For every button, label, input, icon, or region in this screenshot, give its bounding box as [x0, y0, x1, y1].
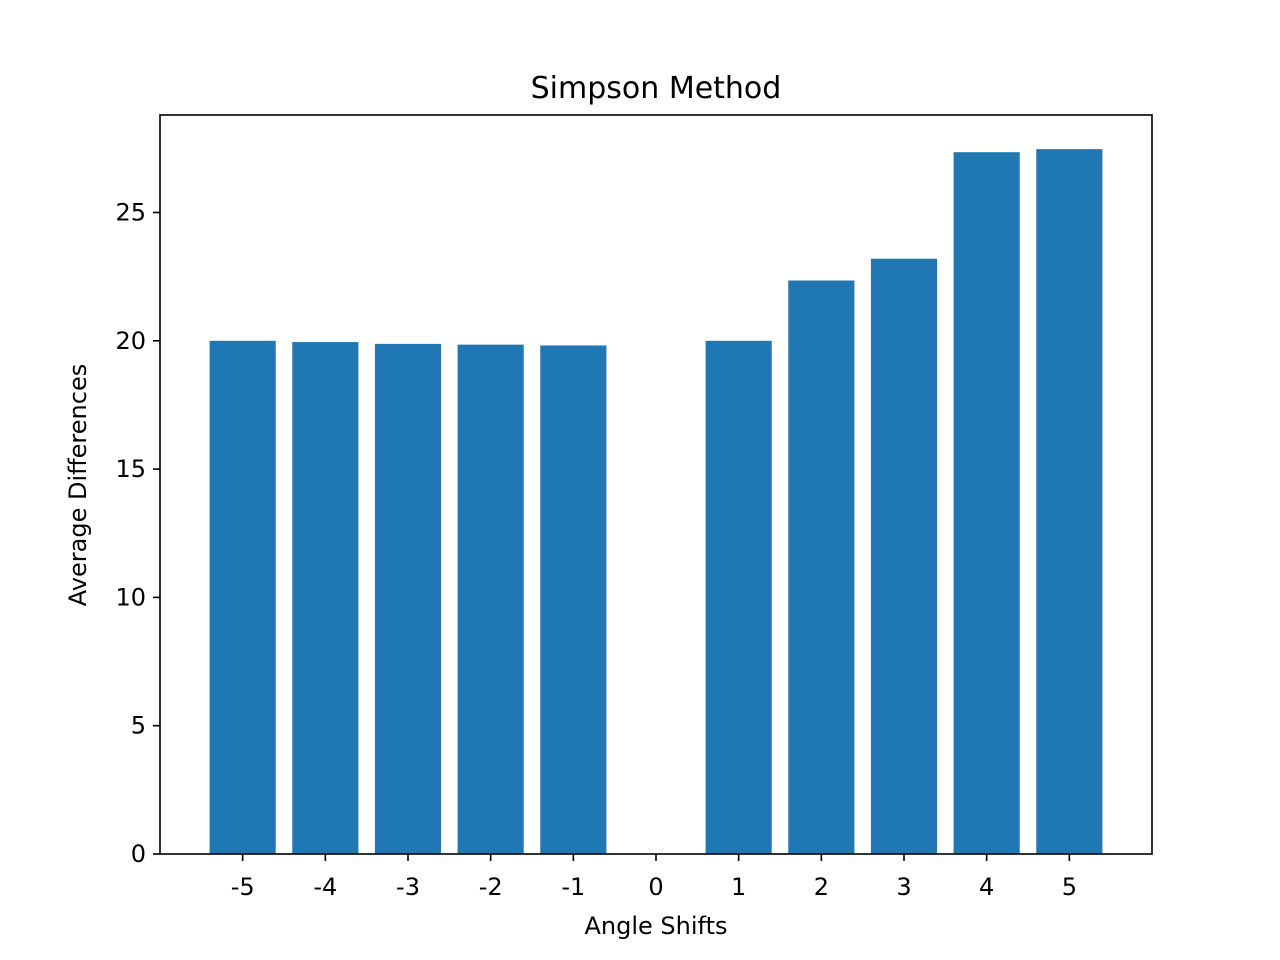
- x-tick-label: 3: [896, 873, 911, 901]
- bar: [540, 345, 607, 854]
- y-tick-label: 25: [115, 199, 146, 227]
- bar: [374, 343, 442, 854]
- y-axis: 0 5 10 15 20 25: [115, 199, 160, 868]
- bar: [788, 280, 855, 854]
- bar: [870, 258, 938, 854]
- y-axis-label: Average Differences: [64, 364, 92, 606]
- x-axis: -5 -4 -3 -2 -1 0 1 2 3 4 5: [231, 854, 1077, 901]
- x-tick-label: -5: [231, 873, 255, 901]
- x-tick-label: -2: [479, 873, 503, 901]
- x-axis-label: Angle Shifts: [585, 912, 728, 940]
- y-tick-label: 10: [115, 583, 146, 611]
- x-tick-label: -4: [313, 873, 337, 901]
- x-tick-label: 2: [814, 873, 829, 901]
- y-tick-label: 15: [115, 455, 146, 483]
- x-tick-label: 4: [979, 873, 994, 901]
- bar: [953, 152, 1020, 854]
- y-tick-label: 5: [131, 712, 146, 740]
- x-tick-label: 5: [1062, 873, 1077, 901]
- x-tick-label: -3: [396, 873, 420, 901]
- x-tick-label: 0: [648, 873, 663, 901]
- y-tick-label: 0: [131, 840, 146, 868]
- x-tick-label: -1: [561, 873, 585, 901]
- bar: [292, 342, 359, 854]
- bar: [705, 340, 772, 854]
- bar: [1036, 149, 1103, 854]
- bar: [457, 344, 524, 854]
- bar: [209, 340, 276, 854]
- bars-layer: [209, 149, 1103, 854]
- chart-title: Simpson Method: [531, 71, 782, 106]
- y-tick-label: 20: [115, 327, 146, 355]
- x-tick-label: 1: [731, 873, 746, 901]
